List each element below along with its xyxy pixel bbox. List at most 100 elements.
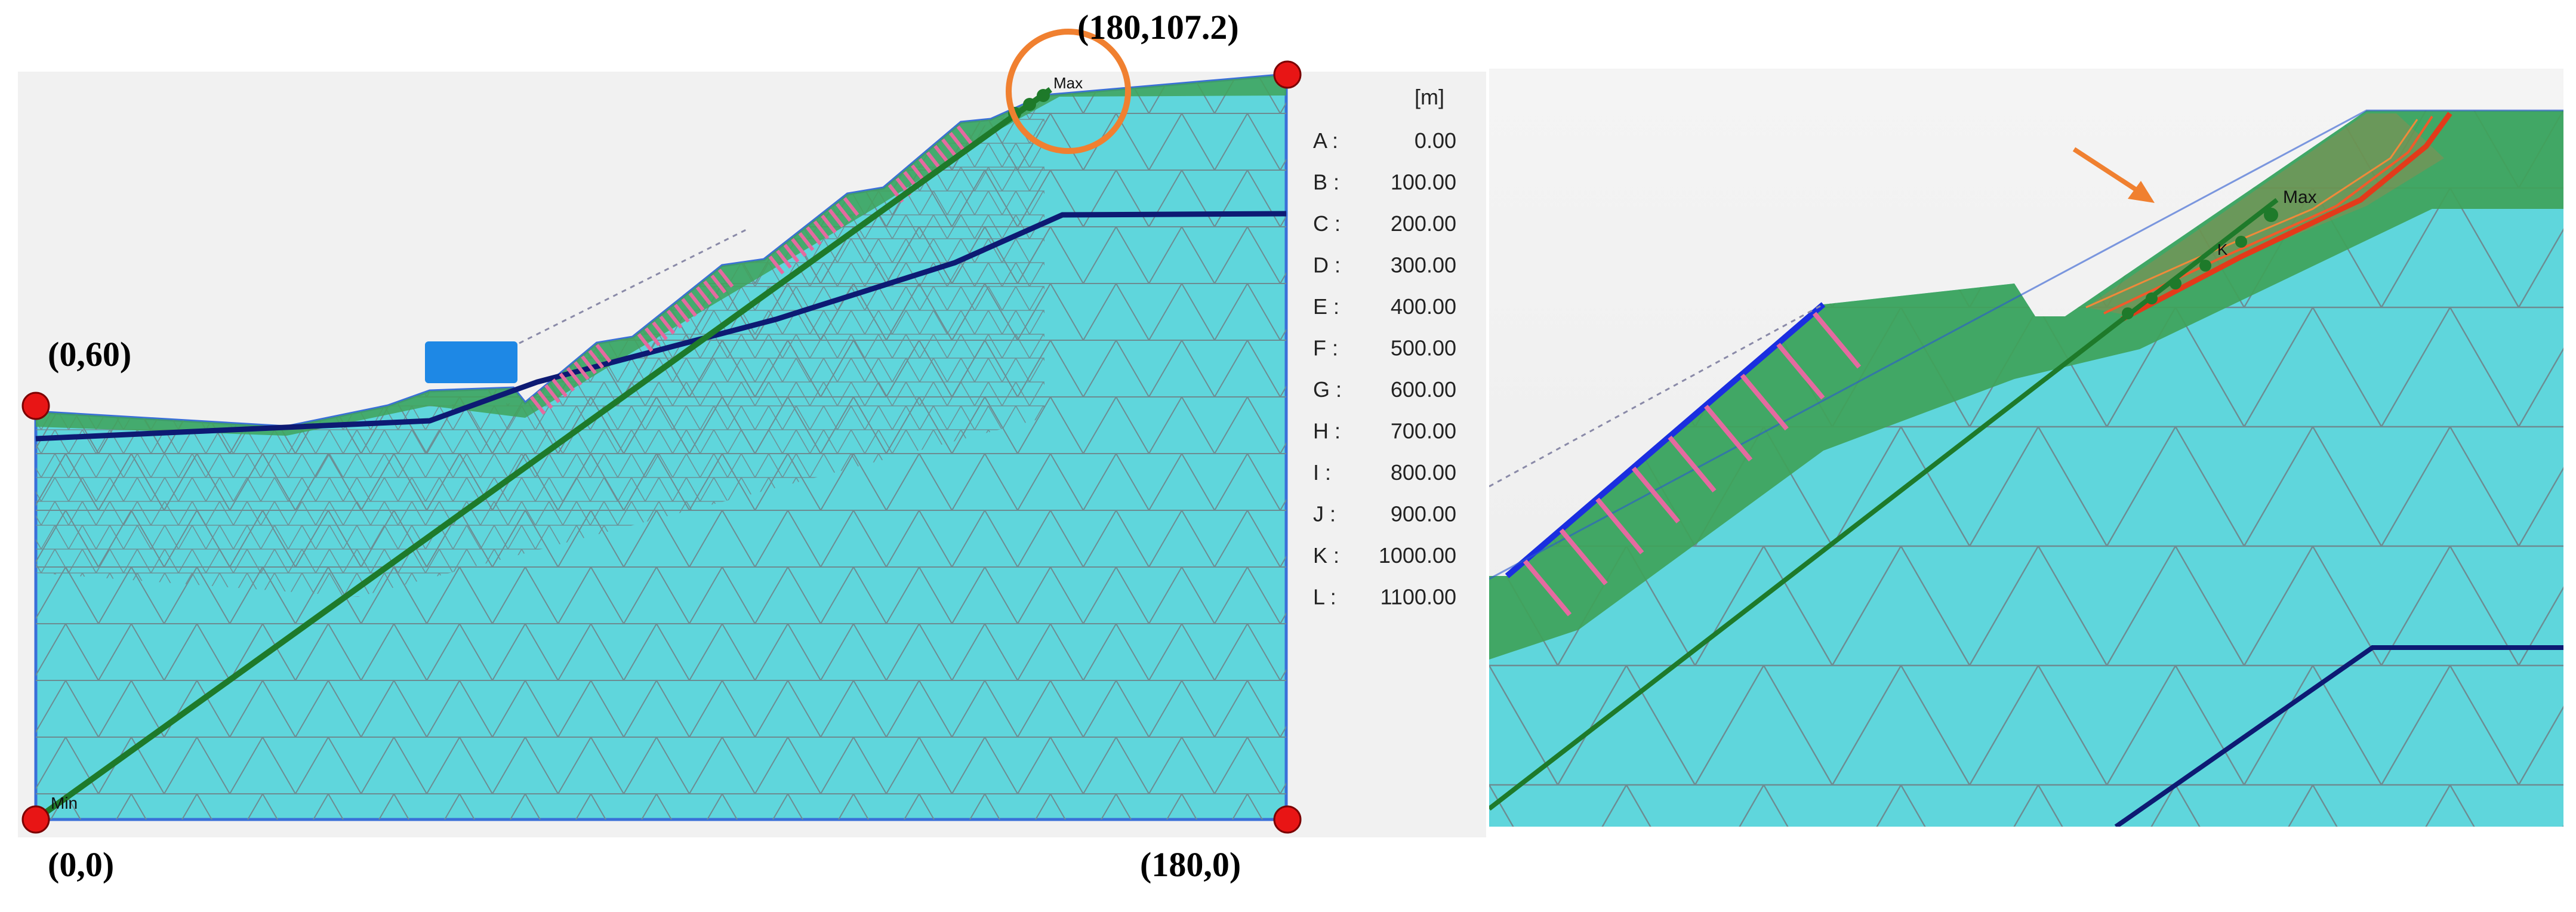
detail-guide-line [1489,303,1824,488]
anchor [652,321,668,341]
detail-surface-layer [1489,110,2563,660]
legend-key: E : [1313,294,1339,319]
label-bottom-right: (180,0) [1140,845,1241,884]
contour-legend: [m] A : 0.00 B : 100.00 C : 200.00 D : 300.00 E … [1313,85,1456,609]
min-label: Min [51,794,78,812]
layer-boundary [35,211,1287,442]
anchor [566,366,583,386]
anchor [666,309,683,329]
anchor [843,197,859,216]
anchor [806,226,822,245]
guide-line [519,229,747,344]
anchor [703,280,719,300]
left-model-view: Min Max [m] A : 0.00 B : 100.00 C : 200.00 D :… [18,8,1486,884]
label-top-right: (180,107.2) [1077,8,1239,47]
legend-key: H : [1313,419,1341,443]
legend-value: 500.00 [1391,336,1456,361]
legend-key: G : [1313,377,1342,402]
anchor [948,132,965,151]
legend-key: L : [1313,585,1336,609]
legend-value: 800.00 [1391,460,1456,485]
anchor [573,361,590,380]
legend-value: 0.00 [1415,128,1456,153]
detail-slip-points [2122,208,2278,319]
anchor [828,208,845,228]
marker-bottom-right [1273,805,1302,834]
legend-unit: [m] [1415,85,1444,109]
anchor [674,304,690,323]
legend-key: B : [1313,170,1339,195]
detail-max-label: Max [2283,187,2317,207]
anchor [798,232,815,251]
anchor [1812,312,1862,369]
anchor [588,349,605,369]
right-detail-view: Max K [1487,69,2563,829]
anchor [836,202,852,222]
detail-layer-boundary [2114,645,2563,829]
anchor [783,244,800,263]
anchor [1523,559,1572,617]
legend-key: J : [1313,502,1336,526]
marker-top-right [1273,60,1302,89]
surcharge-block [425,341,517,383]
detail-facing [1505,302,1826,578]
legend-key: F : [1313,336,1338,361]
legend-value: 100.00 [1391,170,1456,195]
anchor [551,378,568,398]
anchor [710,274,727,294]
anchor [688,292,705,312]
legend-key: K : [1313,543,1339,568]
legend-value: 400.00 [1391,294,1456,319]
max-label: Max [1053,74,1083,92]
slip-line [34,87,1052,822]
marker-bottom-left [21,805,50,834]
right-detail-canvas: Max K [1487,69,2563,829]
legend-key: C : [1313,211,1341,236]
anchor [717,269,734,288]
legend-value: 600.00 [1391,377,1456,402]
anchor [644,327,661,347]
anchor [559,372,575,392]
anchor [544,384,560,403]
legend-value: 300.00 [1391,253,1456,278]
left-model-canvas: Min Max [m] A : 0.00 B : 100.00 C : 200.00 D :… [18,29,1486,837]
anchor [1740,374,1789,431]
anchor [933,144,950,164]
anchor [941,138,957,158]
legend-value: 200.00 [1391,211,1456,236]
anchor [926,151,942,171]
anchor [681,298,697,317]
arrow-icon [2072,147,2155,203]
anchor [821,214,837,234]
anchor [791,238,807,257]
anchor [768,255,785,275]
anchor [695,286,712,306]
detail-slip-line [1487,198,2279,811]
legend-key: A : [1313,128,1338,153]
legend-value: 900.00 [1391,502,1456,526]
marker-top-left [21,392,50,420]
legend-value: 1000.00 [1379,543,1456,568]
anchor [776,249,792,269]
anchor [813,220,830,240]
anchor [659,315,676,335]
anchor [537,390,553,409]
anchor [1595,497,1644,554]
anchor [1704,405,1753,462]
anchor [1559,528,1608,586]
highlight-circle [1006,29,1131,154]
anchor [1668,435,1717,493]
anchor [595,344,612,363]
anchor [1631,466,1680,523]
legend-value: 700.00 [1391,419,1456,443]
legend-key: I : [1313,460,1331,485]
label-bottom-left: (0,0) [48,845,115,884]
anchor [529,396,546,415]
anchor [1776,343,1825,400]
anchor [581,355,597,375]
anchor [956,125,973,144]
legend-key: D : [1313,253,1341,278]
detail-k-label: K [2217,241,2228,258]
detail-anchor-group [1523,312,1862,617]
label-top-left: (0,60) [48,335,132,374]
